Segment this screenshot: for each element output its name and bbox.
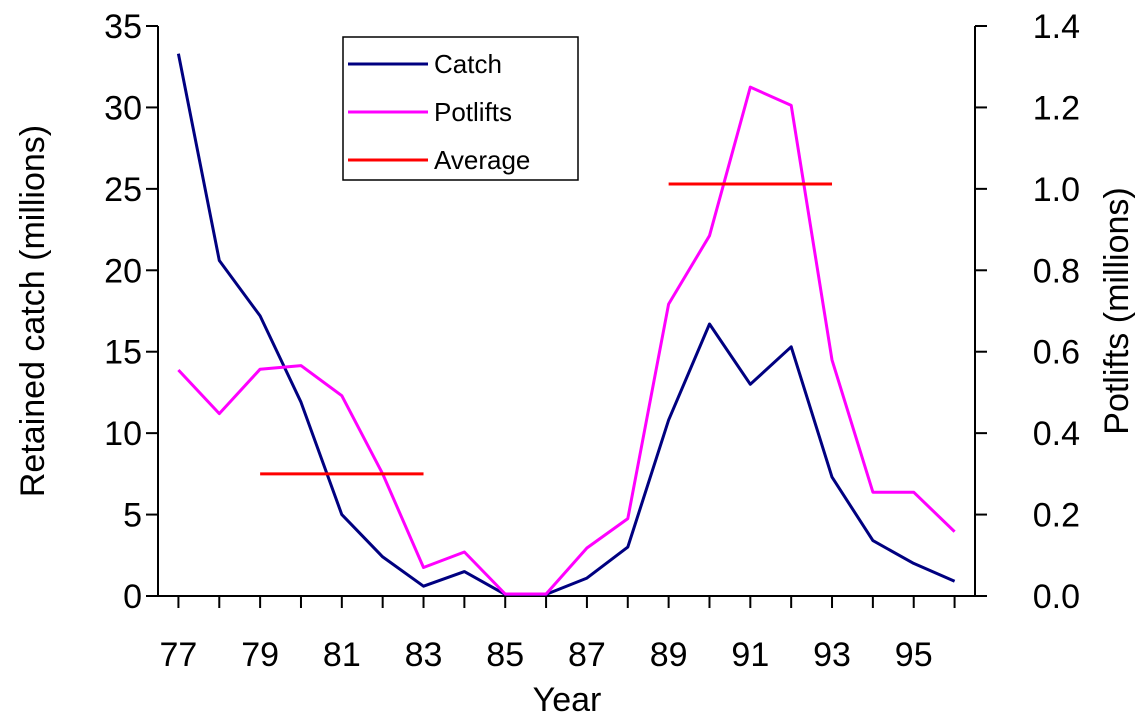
legend-box xyxy=(342,36,579,181)
potlifts-series-line xyxy=(177,85,956,596)
y-axis-left-title: Retained catch (millions) xyxy=(14,125,52,497)
y-tick-label: 20 xyxy=(104,252,142,290)
x-axis-ticks: 77 79 81 83 85 87 89 91 93 95 xyxy=(160,596,956,674)
y2-tick-label: 1.4 xyxy=(1033,8,1080,46)
y2-tick-label: 0.2 xyxy=(1033,497,1080,535)
x-tick-label: 91 xyxy=(731,636,769,674)
x-tick-label: 87 xyxy=(568,636,606,674)
x-tick-label: 89 xyxy=(650,636,688,674)
y2-tick-label: 0.6 xyxy=(1033,334,1080,372)
potlifts-legend-label: Potlifts xyxy=(434,97,512,127)
x-tick-label: 93 xyxy=(813,636,851,674)
y-tick-label: 5 xyxy=(123,497,142,535)
y-tick-label: 10 xyxy=(104,415,142,453)
y-axis-right-ticks: 0.0 0.2 0.4 0.6 0.8 1.0 1.2 1.4 xyxy=(975,8,1080,616)
y-axis-right-title: Potlifts (millions) xyxy=(1098,187,1136,434)
x-tick-label: 81 xyxy=(323,636,361,674)
y-axis-left-ticks: 0 5 10 15 20 25 30 35 xyxy=(104,8,158,616)
x-tick-label: 95 xyxy=(895,636,933,674)
y2-tick-label: 0.8 xyxy=(1033,252,1080,290)
legend: Catch Potlifts Average xyxy=(342,36,579,181)
y2-tick-label: 0.4 xyxy=(1033,415,1080,453)
x-tick-label: 79 xyxy=(241,636,279,674)
series-layer xyxy=(176,53,956,596)
catch-legend-label: Catch xyxy=(434,49,502,79)
average-legend-label: Average xyxy=(434,145,530,175)
catch-series-line xyxy=(176,53,956,596)
y-tick-label: 0 xyxy=(123,578,142,616)
y-tick-label: 30 xyxy=(104,89,142,127)
y2-tick-label: 1.0 xyxy=(1033,171,1080,209)
x-tick-label: 83 xyxy=(405,636,443,674)
x-tick-label: 85 xyxy=(486,636,524,674)
y-tick-label: 35 xyxy=(104,8,142,46)
chart-axes xyxy=(157,26,976,597)
y2-tick-label: 1.2 xyxy=(1033,89,1080,127)
y-tick-label: 25 xyxy=(104,171,142,209)
y2-tick-label: 0.0 xyxy=(1033,578,1080,616)
x-axis-title: Year xyxy=(533,681,602,719)
x-tick-label: 77 xyxy=(160,636,198,674)
y-tick-label: 15 xyxy=(104,334,142,372)
